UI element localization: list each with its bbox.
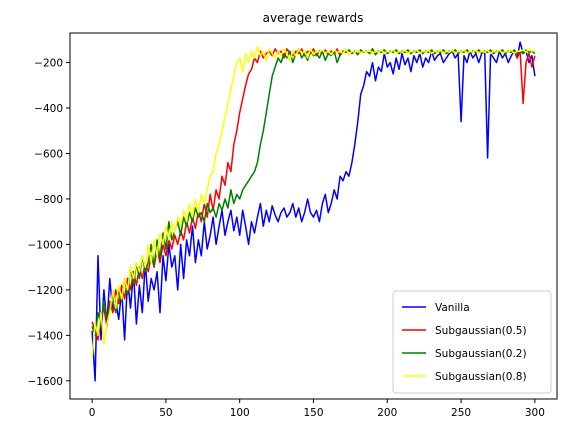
legend-label-0: Vanilla — [435, 302, 470, 314]
x-tick-label: 150 — [303, 407, 323, 419]
series-line-0 — [91, 41, 536, 382]
y-tick-label: −1400 — [27, 330, 63, 342]
x-tick-label: 50 — [159, 407, 172, 419]
x-tick-label: 100 — [230, 407, 250, 419]
legend-label-1: Subgaussian(0.5) — [435, 325, 527, 337]
y-axis: −1600 −1400 −1200 −1000 −800 −600 −400 −200 — [27, 58, 70, 388]
series-line-3 — [91, 45, 536, 359]
legend-label-2: Subgaussian(0.2) — [435, 348, 527, 360]
legend: Vanilla Subgaussian(0.5) Subgaussian(0.2) S… — [392, 290, 552, 394]
x-tick-label: 200 — [377, 407, 397, 419]
series-line-2 — [91, 48, 536, 337]
series-layer — [91, 41, 536, 382]
y-tick-label: −1600 — [27, 376, 63, 388]
y-tick-label: −1200 — [27, 285, 63, 297]
y-tick-label: −1000 — [27, 239, 63, 251]
x-axis: 0 50 100 150 200 250 300 — [89, 399, 545, 419]
y-tick-label: −200 — [34, 58, 63, 70]
legend-box — [392, 290, 552, 394]
x-tick-label: 300 — [525, 407, 545, 419]
y-tick-label: −800 — [34, 194, 63, 206]
x-tick-label: 0 — [89, 407, 96, 419]
legend-label-3: Subgaussian(0.8) — [435, 371, 527, 383]
y-tick-label: −400 — [34, 103, 63, 115]
chart-title: average rewards — [263, 11, 364, 25]
x-tick-label: 250 — [451, 407, 471, 419]
y-tick-label: −600 — [34, 148, 63, 160]
